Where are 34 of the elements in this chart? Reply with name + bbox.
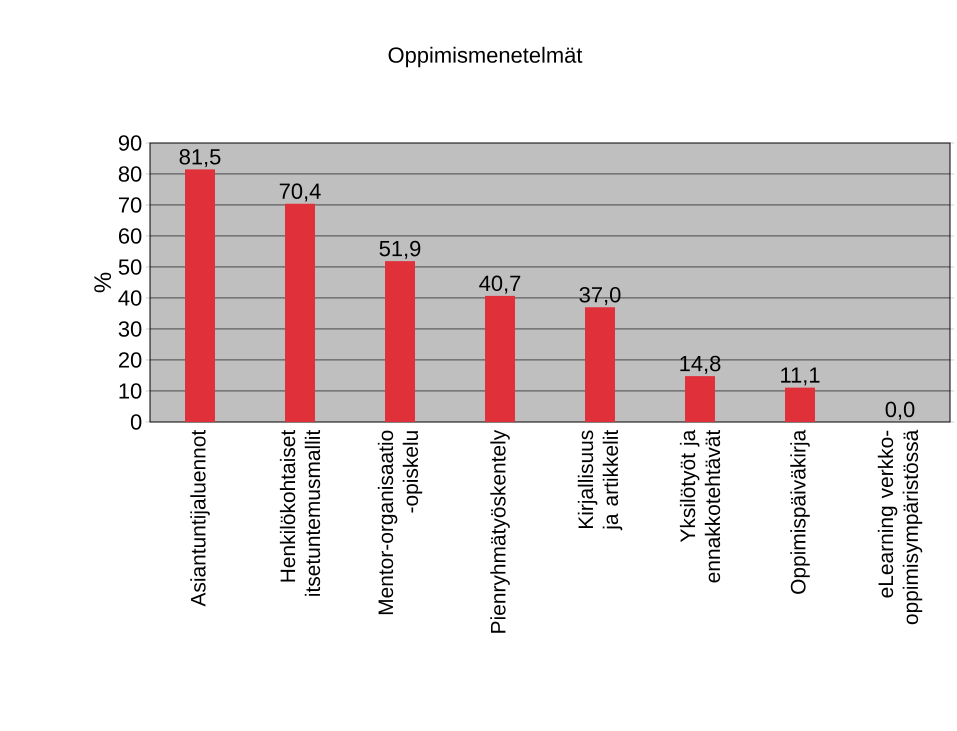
bar: [785, 388, 816, 422]
bar: [185, 169, 216, 422]
y-tick-label: 80: [118, 166, 142, 182]
x-tick-label: Mentor-organisaatio -opiskelu: [378, 430, 422, 614]
y-tick-label: 0: [130, 414, 142, 430]
y-tick-label: 20: [118, 352, 142, 368]
data-label: 0,0: [886, 402, 914, 420]
y-tick-label: 30: [118, 321, 142, 337]
y-tick-label: 90: [118, 135, 142, 151]
x-tick-label: Pienryhmätyöskentely: [490, 430, 510, 633]
data-label: 14,8: [680, 356, 720, 374]
bar: [385, 261, 416, 422]
bar: [285, 204, 316, 422]
x-tick-label: Henkilökohtaiset itsetuntemusmallit: [280, 430, 320, 596]
y-axis-title: %: [94, 272, 112, 292]
x-tick-label: eLearning verkko-oppimisympäristössä: [878, 430, 922, 624]
y-tick-label: 70: [118, 197, 142, 213]
y-tick-label: 50: [118, 259, 142, 275]
x-tick-label: Kirjallisuus ja artikkelit: [578, 430, 622, 530]
data-label: 70,4: [280, 183, 321, 202]
data-label: 81,5: [180, 149, 220, 168]
y-tick-label: 60: [118, 228, 142, 244]
bar: [685, 376, 716, 422]
x-tick-label: Oppimispäiväkirja: [790, 430, 810, 594]
bar: [585, 307, 616, 422]
x-tick-label: Yksilötyöt ja ennakkotehtävät: [680, 430, 720, 582]
chart-title: Oppimismenetelmät: [388, 46, 582, 68]
bar: [485, 296, 516, 422]
data-label: 11,1: [781, 367, 820, 386]
y-tick-label: 10: [120, 383, 142, 399]
y-tick-label: 40: [118, 290, 142, 306]
x-tick-label: Asiantuntijaluennot: [190, 430, 210, 607]
data-label: 51,9: [380, 240, 420, 259]
data-label: 40,7: [479, 276, 520, 294]
